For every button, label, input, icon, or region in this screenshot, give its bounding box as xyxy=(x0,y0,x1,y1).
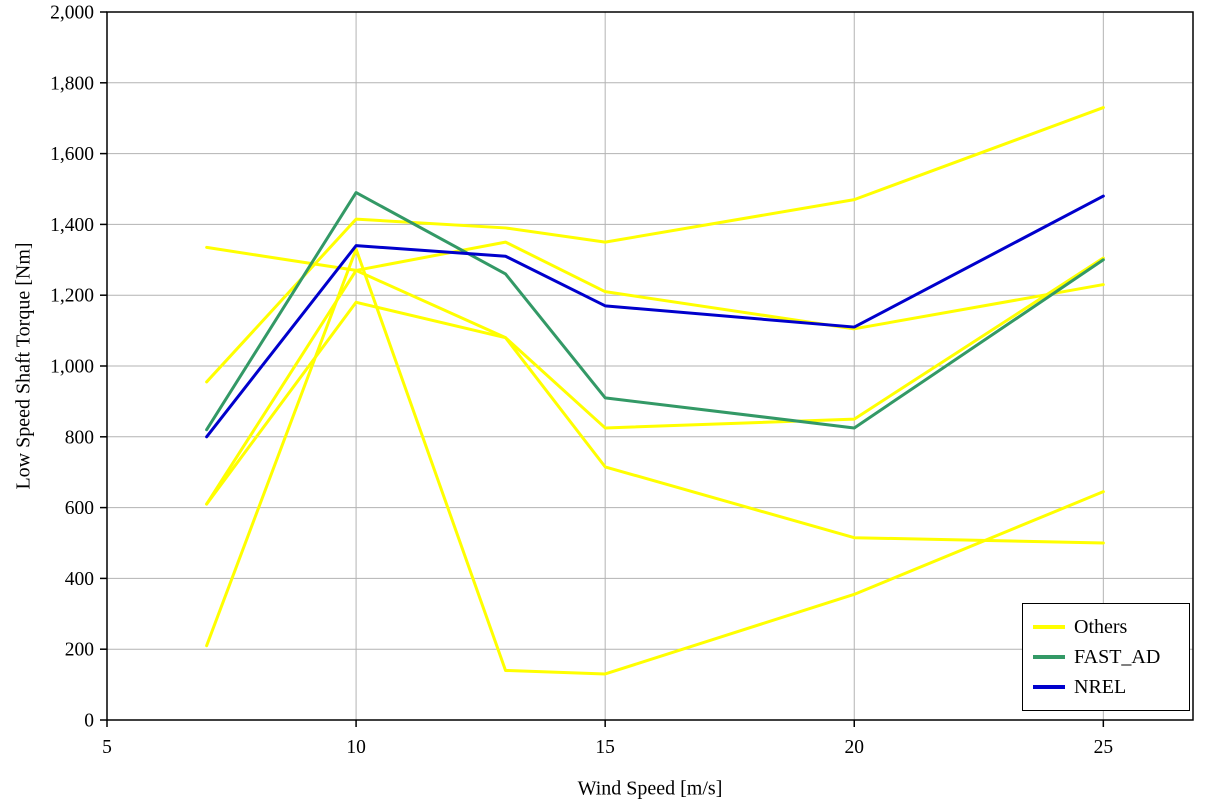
y-tick-label: 200 xyxy=(65,640,94,661)
x-tick-label: 15 xyxy=(595,737,615,758)
y-tick-label: 2,000 xyxy=(50,3,94,24)
y-tick-label: 1,800 xyxy=(50,73,94,94)
x-tick-label: 10 xyxy=(346,737,366,758)
x-tick-label: 25 xyxy=(1094,737,1114,758)
series-line-fast_ad xyxy=(205,191,1105,432)
y-tick-label: 600 xyxy=(65,498,94,519)
y-tick-label: 1,600 xyxy=(50,144,94,165)
legend-label: FAST_AD xyxy=(1074,646,1161,668)
legend-label: Others xyxy=(1074,616,1128,638)
legend-item-fast_ad: FAST_AD xyxy=(1033,642,1179,672)
series-line-nrel xyxy=(205,194,1105,439)
x-axis-title: Wind Speed [m/s] xyxy=(577,777,723,800)
y-tick-label: 400 xyxy=(65,569,94,590)
legend-swatch-others xyxy=(1033,625,1065,629)
series-line-others xyxy=(205,106,1105,384)
y-tick-label: 1,000 xyxy=(50,357,94,378)
legend-label: NREL xyxy=(1074,676,1127,698)
x-tick-label: 20 xyxy=(844,737,864,758)
legend-item-nrel: NREL xyxy=(1033,672,1179,702)
legend-item-others: Others xyxy=(1033,612,1179,642)
series-line-others xyxy=(205,256,1105,506)
y-tick-label: 1,400 xyxy=(50,215,94,236)
y-tick-label: 0 xyxy=(84,711,94,732)
plot-border xyxy=(106,11,1194,721)
y-tick-label: 800 xyxy=(65,427,94,448)
legend: Others FAST_AD NREL xyxy=(1022,603,1190,711)
legend-swatch-nrel xyxy=(1033,685,1065,689)
series-line-others xyxy=(205,247,1105,676)
series-line-others xyxy=(205,268,1105,545)
legend-swatch-fast_ad xyxy=(1033,655,1065,659)
y-axis-title: Low Speed Shaft Torque [Nm] xyxy=(12,242,35,490)
y-tick-label: 1,200 xyxy=(50,286,94,307)
x-tick-label: 5 xyxy=(102,737,112,758)
series-line-others xyxy=(205,240,1105,331)
